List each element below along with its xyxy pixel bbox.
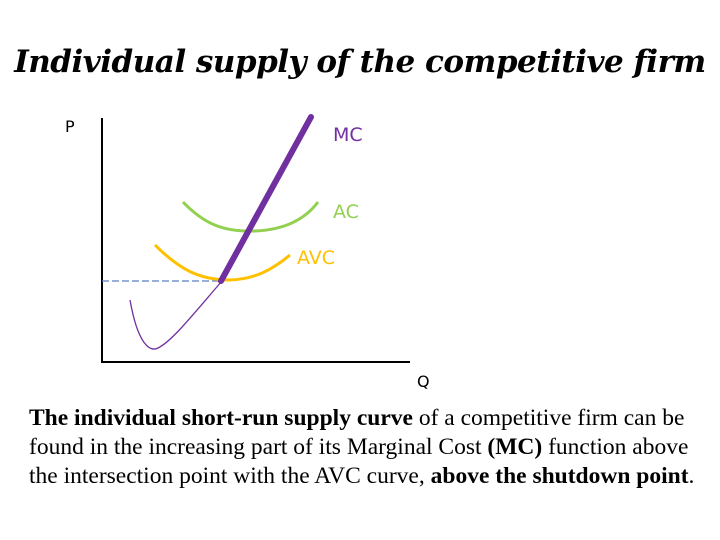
ac-curve: [181, 200, 320, 233]
caption-text: The individual short-run supply curve of…: [29, 404, 709, 491]
avc-label: AVC: [297, 247, 335, 269]
slide-title: Individual supply of the competitive fir…: [14, 44, 706, 80]
ac-label: AC: [333, 201, 359, 223]
mc-curve-lower: [129, 280, 223, 350]
caption-bold-3: (MC): [487, 434, 543, 460]
x-axis-label: Q: [417, 372, 430, 391]
caption-text-6: .: [688, 463, 695, 489]
caption-text-4: function above the intersection point wi…: [29, 434, 689, 489]
avc-curve: [153, 243, 291, 282]
caption-bold-1: The individual short-run supply curve: [29, 405, 413, 431]
mc-label: MC: [333, 124, 363, 146]
supply-diagram: P Q MC AC AVC: [65, 114, 430, 391]
caption-text-2: of a competitive firm can be found in th…: [29, 405, 685, 460]
mc-supply-curve: [218, 114, 314, 284]
axes: [101, 118, 410, 363]
y-axis-label: P: [65, 117, 75, 136]
caption-bold-5: above the shutdown point: [430, 463, 689, 489]
